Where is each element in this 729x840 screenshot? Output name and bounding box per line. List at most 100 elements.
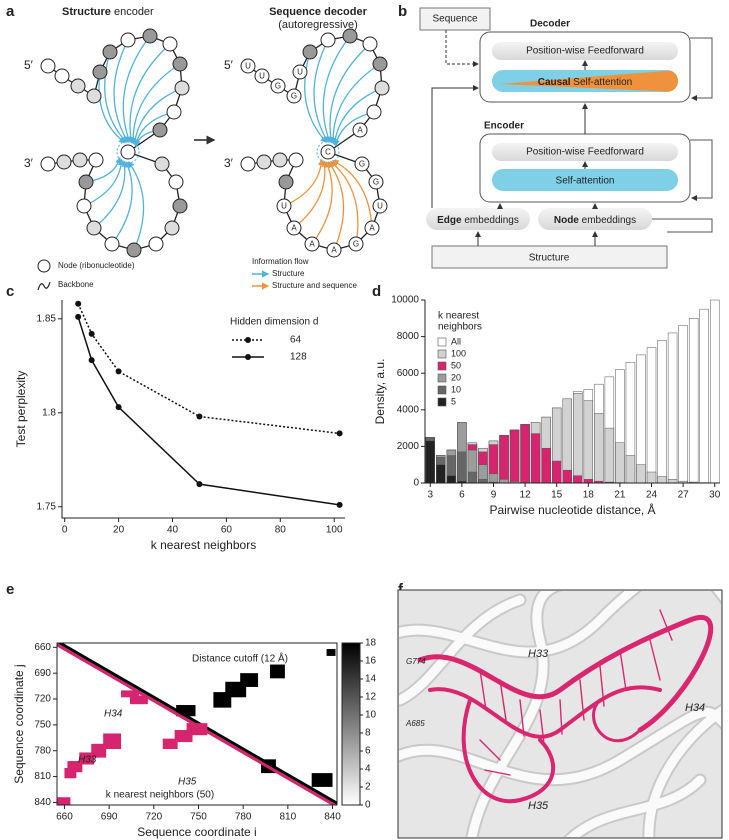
node (270, 78, 286, 94)
x-tick-label: 720 (145, 812, 162, 823)
node (374, 80, 390, 96)
bar (604, 427, 615, 484)
bar (530, 433, 541, 484)
flow-curve (129, 63, 181, 145)
attention-block (492, 169, 678, 191)
x-tick-label: 750 (190, 812, 207, 823)
y-tick-label: 750 (34, 720, 51, 731)
sequence-box (419, 7, 491, 31)
render-label: H33 (528, 648, 549, 660)
contact-region (103, 733, 122, 749)
node (164, 220, 180, 236)
point (196, 413, 203, 420)
node-text: Node embeddings (554, 215, 636, 226)
nucleotide: G (373, 178, 379, 187)
node (76, 198, 92, 214)
y-tick-label: 2000 (397, 441, 420, 452)
x-tick-label: 0 (62, 525, 68, 536)
node (142, 28, 158, 44)
node (168, 174, 184, 190)
flow-curve (111, 160, 133, 245)
legend-swatch (437, 373, 447, 383)
y-tick-label: 0 (413, 478, 419, 489)
bar (615, 442, 625, 484)
axis (61, 300, 345, 519)
nucleotide: A (291, 224, 297, 233)
panel-label: f (398, 581, 404, 598)
x-tick-label: 40 (167, 525, 179, 536)
bar (436, 464, 446, 484)
x-tick-label: 30 (709, 490, 721, 501)
sequence-text: Sequence (432, 14, 477, 25)
node (54, 68, 70, 84)
flow-curve (311, 160, 333, 245)
point (336, 501, 343, 508)
line (77, 303, 340, 435)
bar (646, 347, 657, 484)
node (240, 156, 256, 172)
bar (467, 471, 478, 484)
contact-region (186, 723, 208, 736)
contact-region (91, 743, 107, 758)
legend-title: Hidden dimension d (230, 317, 318, 328)
bar (594, 413, 604, 484)
node (278, 174, 294, 190)
colorbar-label: 2 (365, 782, 371, 793)
panel-f: G774 H33 A685 H34 H35 (397, 589, 723, 839)
node (272, 152, 288, 168)
y-axis-label: Density, a.u. (373, 359, 387, 425)
bar (573, 475, 583, 484)
node (256, 154, 272, 170)
node (72, 152, 88, 168)
legend-swatch (437, 349, 447, 359)
node (286, 88, 302, 104)
node (162, 36, 178, 52)
panel-label: e (6, 581, 14, 598)
flow-curve (127, 43, 171, 144)
encoder-title: Structure encoder (62, 6, 154, 18)
node (240, 58, 256, 74)
panel-label: c (6, 283, 14, 300)
point (115, 404, 122, 411)
flow-curve (327, 43, 371, 144)
y-tick-label: 8000 (397, 331, 420, 342)
diagonal-band (57, 643, 337, 805)
contact-region (64, 767, 77, 779)
arrow (445, 30, 479, 67)
flow-curve (322, 35, 351, 144)
nucleotide: G (275, 82, 281, 91)
y-axis-label: Test perplexity (14, 371, 28, 448)
bar (551, 460, 562, 484)
x-tick-label: 6 (459, 490, 465, 501)
attention-text: Causal Self-attention (538, 77, 633, 88)
flow-curve (329, 63, 381, 145)
node (88, 152, 104, 168)
render-label: G774 (406, 657, 426, 666)
bar (657, 476, 667, 484)
repeat-bracket (690, 139, 713, 201)
x-tick-label: 100 (326, 525, 343, 536)
legend-node (37, 259, 51, 273)
y-tick-label: 810 (34, 771, 51, 782)
focus-ring (116, 140, 140, 164)
annotation: H35 (178, 777, 197, 788)
attention-text: Self-attention (556, 176, 615, 187)
node (288, 152, 304, 168)
y-tick-label: 6000 (397, 368, 420, 379)
colorbar-label: 12 (365, 692, 377, 703)
y-tick-label: 1.75 (37, 501, 57, 512)
node (320, 144, 336, 160)
bar (499, 479, 509, 484)
flow-curve (122, 35, 151, 144)
contact-region (121, 690, 139, 698)
y-tick-label: 10000 (391, 295, 419, 306)
structure-text: Structure (529, 253, 570, 264)
edge-block (426, 208, 530, 230)
node (348, 236, 364, 252)
colorbar-label: 16 (365, 656, 377, 667)
bar (488, 473, 499, 484)
flow-curve (293, 160, 328, 229)
node (174, 80, 190, 96)
bar (667, 479, 678, 484)
bold: Causal (538, 77, 571, 88)
